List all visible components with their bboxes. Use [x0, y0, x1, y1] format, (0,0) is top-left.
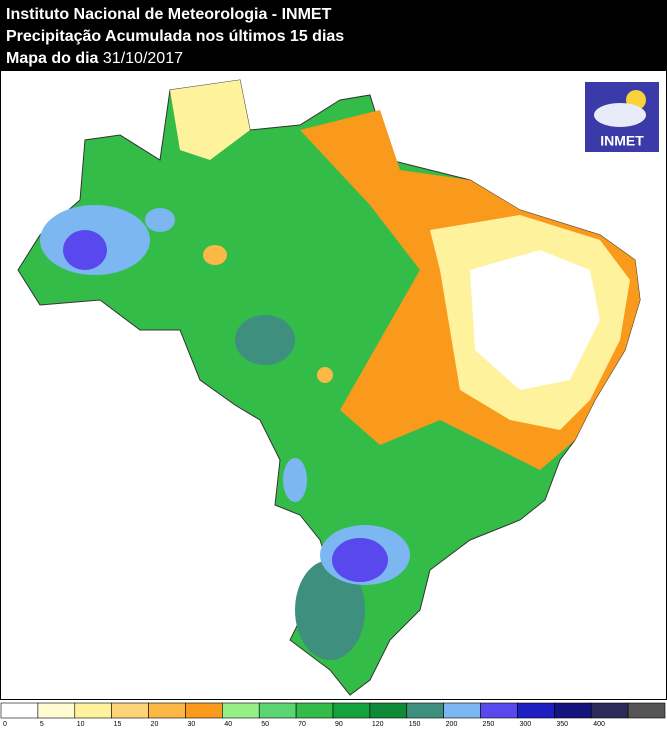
legend-swatch	[369, 702, 408, 719]
wet-area	[283, 458, 307, 502]
wet-area	[63, 230, 107, 270]
legend-swatch	[222, 702, 260, 719]
dry-spot	[317, 367, 333, 383]
legend-swatch	[517, 702, 555, 719]
subtitle: Precipitação Acumulada nos últimos 15 di…	[6, 28, 344, 45]
legend-tick-label: 50	[261, 721, 269, 728]
no-rain-region	[470, 250, 600, 390]
legend-swatch	[37, 702, 76, 719]
wet-area	[332, 538, 388, 582]
legend-swatch	[295, 702, 334, 719]
logo-cloud	[594, 103, 646, 127]
legend-swatch	[0, 702, 39, 719]
date-label: Mapa do dia	[6, 50, 99, 67]
legend-tick-label: 5	[40, 721, 44, 728]
legend-swatch	[74, 702, 112, 719]
legend-tick-label: 20	[151, 721, 159, 728]
legend-swatch	[258, 702, 297, 719]
wet-area	[235, 315, 295, 365]
legend-tick-label: 300	[519, 721, 531, 728]
brazil-map	[17, 79, 641, 696]
legend-tick-label: 350	[556, 721, 568, 728]
color-legend: 0 5 10 15 20 30 40 50 70 90 120 150 200 250 300 350 400	[0, 702, 666, 728]
date-line: Mapa do dia 31/10/2017	[6, 50, 183, 67]
legend-swatch	[443, 702, 481, 719]
dry-spot	[203, 245, 227, 265]
inmet-logo: INMET	[585, 82, 659, 152]
legend-tick-label: 30	[187, 721, 195, 728]
legend-tick-label: 150	[409, 721, 421, 728]
legend-tick-label: 40	[224, 721, 232, 728]
legend-swatch	[111, 702, 149, 719]
legend-tick-label: 120	[372, 721, 384, 728]
logo-text: INMET	[600, 133, 644, 149]
legend-tick-label: 70	[298, 721, 306, 728]
legend-swatch	[148, 702, 186, 719]
north-dry	[170, 80, 250, 160]
date: 31/10/2017	[103, 50, 183, 67]
legend-tick-label: 0	[3, 721, 7, 728]
legend-swatch	[406, 702, 444, 719]
legend-tick-label: 250	[483, 721, 495, 728]
wet-area	[295, 560, 365, 660]
wet-area	[145, 208, 175, 232]
legend-tick-label: 200	[446, 721, 458, 728]
legend-tick-label: 10	[77, 721, 85, 728]
legend-swatch	[554, 702, 592, 719]
legend-swatch	[627, 702, 666, 719]
legend-swatch	[590, 702, 629, 719]
legend-tick-label: 90	[335, 721, 343, 728]
title: Instituto Nacional de Meteorologia - INM…	[6, 6, 332, 23]
header-bar	[0, 0, 667, 70]
legend-swatch	[480, 702, 518, 719]
legend-swatch	[332, 702, 371, 719]
legend-tick-label: 15	[114, 721, 122, 728]
legend-tick-label: 400	[593, 721, 605, 728]
legend-swatch	[185, 702, 223, 719]
